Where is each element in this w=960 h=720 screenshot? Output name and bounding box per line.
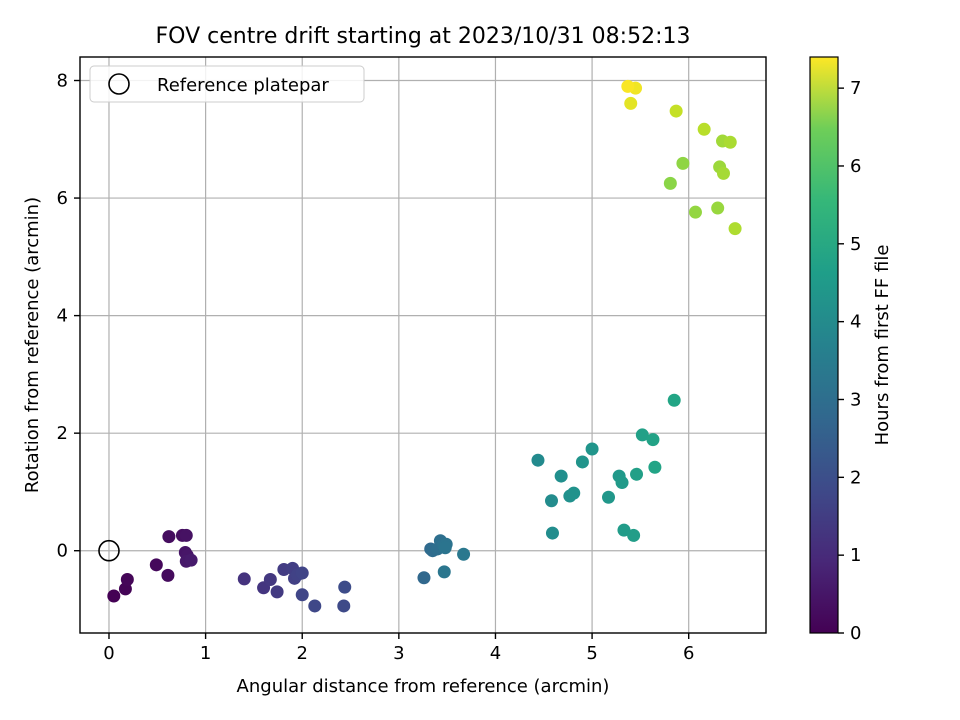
data-point <box>457 547 471 561</box>
data-point <box>635 428 649 442</box>
x-ticks: 0 1 2 3 4 5 6 <box>103 633 694 664</box>
data-point <box>624 96 638 110</box>
data-point <box>697 122 711 136</box>
data-point <box>531 453 545 467</box>
colorbar-tick-label: 5 <box>850 234 861 255</box>
colorbar-ticks: 0 1 2 3 4 5 6 7 <box>838 78 861 644</box>
y-tick-label: 4 <box>57 306 68 327</box>
data-point <box>585 442 599 456</box>
reference-platepar-marker <box>98 539 120 562</box>
y-axis-label: Rotation from reference (arcmin) <box>22 197 43 493</box>
data-point <box>723 135 737 149</box>
data-point <box>120 573 134 587</box>
data-point <box>107 589 121 603</box>
data-point <box>667 393 681 407</box>
x-tick-label: 4 <box>490 643 501 664</box>
data-point <box>602 490 616 504</box>
x-tick-label: 2 <box>296 643 307 664</box>
y-tick-label: 2 <box>57 423 68 444</box>
data-point <box>308 599 322 613</box>
data-point <box>237 572 251 586</box>
y-tick-label: 6 <box>57 188 68 209</box>
x-tick-label: 0 <box>103 643 114 664</box>
data-point <box>338 580 352 594</box>
data-point <box>716 166 730 180</box>
colorbar-tick-label: 3 <box>850 389 861 410</box>
colorbar: 0 1 2 3 4 5 6 7 Hours from first FF file <box>809 56 893 644</box>
y-tick-label: 8 <box>57 71 68 92</box>
data-point <box>437 565 451 579</box>
data-point <box>669 104 683 118</box>
data-point <box>711 201 725 215</box>
data-point <box>554 469 568 483</box>
x-tick-label: 3 <box>393 643 404 664</box>
data-point <box>184 553 198 567</box>
data-point <box>179 528 193 542</box>
colorbar-tick-label: 1 <box>850 545 861 566</box>
data-point <box>617 523 631 537</box>
data-point <box>438 541 452 555</box>
data-point <box>575 455 589 469</box>
data-point <box>646 433 660 447</box>
data-point <box>728 222 742 236</box>
colorbar-gradient <box>809 56 839 634</box>
legend-marker-icon <box>108 73 130 95</box>
colorbar-label: Hours from first FF file <box>872 245 893 446</box>
colorbar-tick-label: 2 <box>850 467 861 488</box>
plot-frame <box>79 56 767 634</box>
colorbar-tick-label: 7 <box>850 78 861 99</box>
data-point <box>545 494 559 508</box>
x-tick-label: 5 <box>586 643 597 664</box>
data-point <box>270 585 284 599</box>
data-point <box>630 467 644 481</box>
legend: Reference platepar <box>89 65 365 103</box>
data-point <box>648 460 662 474</box>
data-point <box>663 176 677 190</box>
data-point <box>417 571 431 585</box>
legend-box <box>89 65 365 103</box>
data-point <box>567 486 581 500</box>
data-point <box>295 566 309 580</box>
data-point <box>263 573 277 587</box>
data-points <box>98 79 742 613</box>
data-point <box>615 476 629 490</box>
data-point <box>621 79 635 93</box>
data-point <box>149 558 163 572</box>
data-point <box>295 588 309 602</box>
legend-entry-label: Reference platepar <box>157 75 329 96</box>
colorbar-tick-label: 4 <box>850 312 861 333</box>
y-ticks: 0 2 4 6 8 <box>57 71 80 562</box>
data-point <box>161 568 175 582</box>
colorbar-tick-label: 6 <box>850 156 861 177</box>
y-tick-label: 0 <box>57 541 68 562</box>
x-axis-label: Angular distance from reference (arcmin) <box>237 676 610 697</box>
data-point <box>688 205 702 219</box>
data-point <box>545 526 559 540</box>
data-point <box>337 599 351 613</box>
x-tick-label: 6 <box>683 643 694 664</box>
data-point <box>162 530 176 544</box>
x-tick-label: 1 <box>200 643 211 664</box>
colorbar-tick-label: 0 <box>850 623 861 644</box>
data-point <box>627 528 641 542</box>
data-point <box>676 156 690 170</box>
chart-title: FOV centre drift starting at 2023/10/31 … <box>156 24 691 49</box>
